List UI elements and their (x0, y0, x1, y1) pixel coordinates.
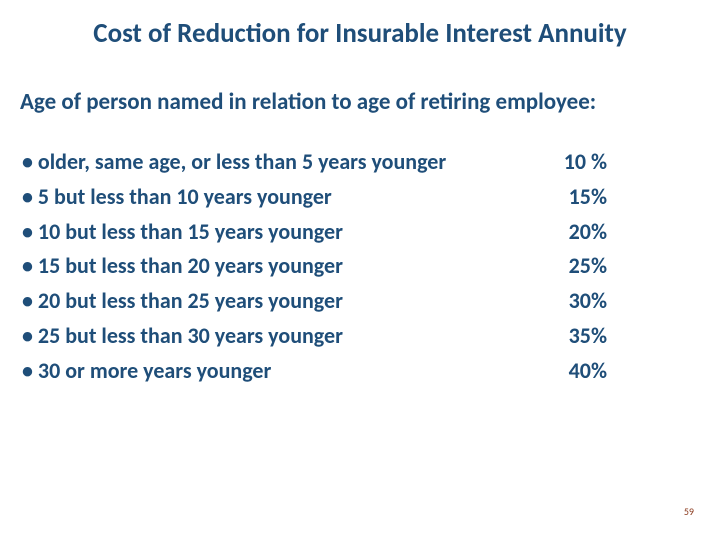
list-item-label: • 30 or more years younger (22, 354, 527, 389)
list-item: • 20 but less than 25 years younger 30% (22, 284, 680, 319)
reduction-list: • older, same age, or less than 5 years … (0, 117, 720, 388)
list-item-label: • 25 but less than 30 years younger (22, 319, 527, 354)
list-item-label: • older, same age, or less than 5 years … (22, 145, 527, 180)
list-item-label: • 5 but less than 10 years younger (22, 180, 527, 215)
list-item-value: 15% (527, 180, 607, 215)
list-item: • older, same age, or less than 5 years … (22, 145, 680, 180)
list-item: • 5 but less than 10 years younger 15% (22, 180, 680, 215)
slide-subtitle: Age of person named in relation to age o… (0, 50, 720, 117)
list-item-value: 20% (527, 215, 607, 250)
list-item: • 25 but less than 30 years younger 35% (22, 319, 680, 354)
list-item-value: 35% (527, 319, 607, 354)
list-item-label: • 15 but less than 20 years younger (22, 249, 527, 284)
list-item-value: 10 % (527, 145, 607, 180)
list-item: • 15 but less than 20 years younger 25% (22, 249, 680, 284)
list-item-label: • 20 but less than 25 years younger (22, 284, 527, 319)
slide: Cost of Reduction for Insurable Interest… (0, 0, 720, 540)
list-item: • 10 but less than 15 years younger 20% (22, 215, 680, 250)
list-item-value: 30% (527, 284, 607, 319)
list-item-value: 40% (527, 354, 607, 389)
list-item-label: • 10 but less than 15 years younger (22, 215, 527, 250)
slide-title: Cost of Reduction for Insurable Interest… (0, 0, 720, 50)
page-number: 59 (684, 505, 694, 518)
list-item: • 30 or more years younger 40% (22, 354, 680, 389)
list-item-value: 25% (527, 249, 607, 284)
